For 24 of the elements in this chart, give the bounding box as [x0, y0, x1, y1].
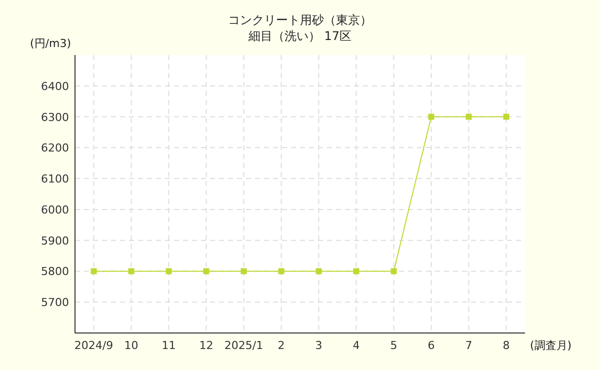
y-tick-label: 6100	[41, 172, 69, 186]
x-tick-label: 11	[162, 339, 176, 352]
x-tick-label: 7	[465, 339, 472, 352]
x-tick-label: 10	[124, 339, 138, 352]
x-tick-label: 2	[278, 339, 285, 352]
y-tick-label: 5900	[41, 234, 69, 248]
y-tick-label: 5700	[41, 296, 69, 310]
x-tick-label: 8	[502, 339, 510, 352]
x-axis-title: (調査月)	[530, 339, 572, 352]
y-tick-label: 6000	[41, 203, 69, 216]
x-tick-label: 12	[199, 339, 214, 352]
y-tick-label: 6300	[41, 110, 69, 124]
x-tick-label: 2024/9	[74, 339, 114, 352]
y-tick-label: 5800	[41, 265, 69, 278]
x-tick-label: 4	[352, 339, 360, 352]
x-tick-label: 3	[315, 339, 322, 352]
x-tick-label: 5	[390, 339, 398, 352]
x-tick-label: 2025/1	[224, 339, 264, 352]
y-axis-title: (円/m3)	[30, 37, 72, 50]
chart-subtitle: 細目（洗い） 17区	[247, 29, 352, 43]
y-tick-label: 6400	[41, 80, 69, 93]
y-tick-label: 6200	[41, 142, 69, 155]
chart-title: コンクリート用砂（東京）	[228, 13, 372, 27]
x-tick-label: 6	[428, 339, 435, 352]
